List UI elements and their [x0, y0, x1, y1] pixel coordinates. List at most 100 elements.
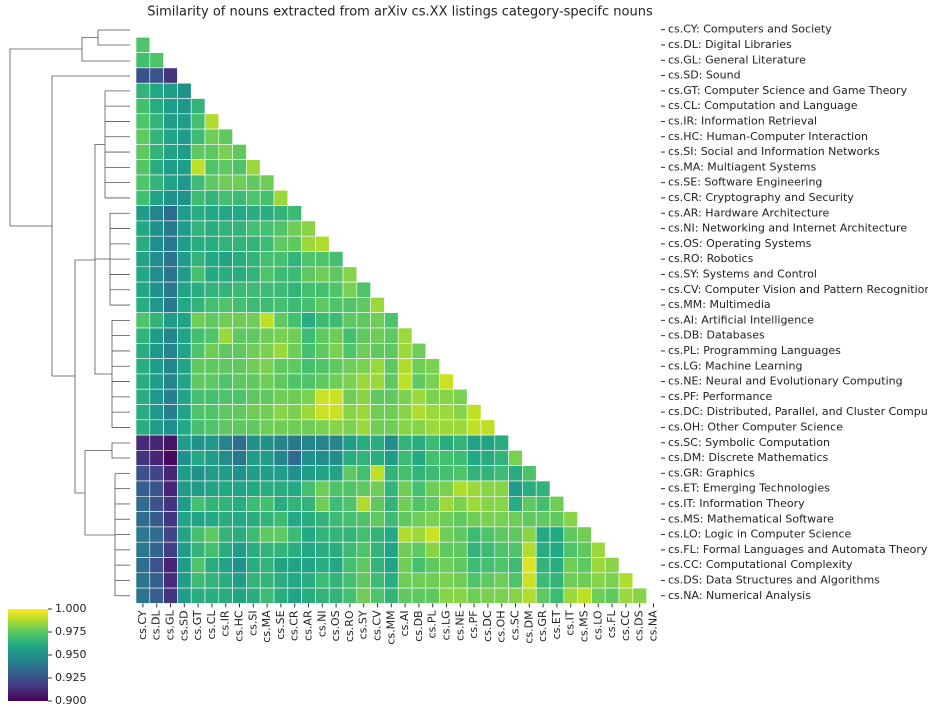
heatmap-cell [287, 541, 302, 558]
heatmap-cell [453, 450, 468, 466]
col-label: cs.OS [329, 610, 342, 641]
heatmap-cell [190, 526, 206, 543]
col-label: cs.SE [274, 610, 287, 639]
heatmap-cell [287, 266, 302, 283]
heatmap-cell [342, 587, 358, 604]
heatmap-cell [315, 388, 330, 405]
heatmap-cell [135, 36, 151, 53]
heatmap-cell [149, 113, 164, 130]
heatmap-cell [149, 557, 164, 574]
heatmap-cell [535, 511, 551, 528]
heatmap-cell [273, 251, 289, 268]
heatmap-cell [508, 495, 523, 512]
heatmap-cell [273, 587, 289, 604]
heatmap-cell [328, 297, 344, 313]
heatmap-cell [411, 358, 427, 375]
heatmap-cell [149, 495, 164, 512]
heatmap-cell [177, 450, 192, 466]
heatmap-cell [522, 587, 537, 604]
heatmap-cell [204, 113, 220, 130]
heatmap-cell [177, 342, 192, 359]
heatmap-cell [163, 67, 178, 84]
heatmap-cell [246, 159, 261, 176]
heatmap-cell [494, 450, 509, 466]
heatmap-cell [135, 572, 151, 589]
heatmap-cell [259, 480, 275, 497]
heatmap-cell [259, 388, 275, 405]
heatmap-cell [480, 450, 496, 466]
heatmap-cell [577, 541, 592, 558]
heatmap-cell [328, 511, 344, 528]
heatmap-cell [177, 297, 192, 313]
heatmap-cell [384, 342, 399, 359]
heatmap-cell [328, 281, 344, 298]
heatmap-cell [149, 465, 164, 482]
heatmap-cell [163, 480, 178, 497]
heatmap-cell [163, 82, 178, 99]
heatmap-cell [397, 450, 413, 466]
heatmap-cell [315, 235, 330, 252]
heatmap-cell [591, 587, 606, 604]
heatmap-cell [204, 144, 220, 160]
heatmap-cell [384, 419, 399, 436]
heatmap-cell [204, 450, 220, 466]
heatmap-cell [273, 281, 289, 298]
heatmap-cell [342, 312, 358, 329]
heatmap-cell [301, 495, 316, 512]
heatmap-cell [218, 266, 233, 283]
heatmap-cell [232, 541, 247, 558]
heatmap-cell [273, 388, 289, 405]
heatmap-cell [315, 342, 330, 359]
heatmap-cell [246, 495, 261, 512]
heatmap-cell [190, 297, 206, 313]
heatmap-cell [301, 419, 316, 436]
heatmap-cell [204, 128, 220, 145]
heatmap-cell [218, 128, 233, 145]
heatmap-cell [246, 572, 261, 589]
heatmap-cell [204, 266, 220, 283]
heatmap-cell [273, 205, 289, 222]
heatmap-cell [328, 266, 344, 283]
row-label: cs.ET: Emerging Technologies [668, 482, 830, 495]
heatmap-cell [135, 113, 151, 130]
heatmap-cell [342, 297, 358, 313]
heatmap-cell [246, 281, 261, 298]
heatmap-cell [328, 495, 344, 512]
heatmap-cell [466, 480, 482, 497]
heatmap-cell [204, 572, 220, 589]
heatmap-cell [259, 312, 275, 329]
heatmap-cell [563, 541, 578, 558]
heatmap-cell [259, 572, 275, 589]
heatmap-cell [315, 572, 330, 589]
heatmap-cell [273, 312, 289, 329]
heatmap-cell [453, 587, 468, 604]
heatmap-cell [273, 266, 289, 283]
heatmap-cell [259, 526, 275, 543]
heatmap-cell [163, 159, 178, 176]
heatmap-cell [149, 358, 164, 375]
heatmap-cell [190, 358, 206, 375]
row-label: cs.GL: General Literature [668, 53, 806, 66]
heatmap-cell [522, 465, 537, 482]
heatmap-cell [397, 342, 413, 359]
heatmap-cell [204, 174, 220, 191]
heatmap-cell [508, 450, 523, 466]
heatmap-cell [494, 587, 509, 604]
heatmap-cell [163, 419, 178, 436]
heatmap-cell [591, 541, 606, 558]
col-label: cs.GR [536, 610, 549, 642]
row-label: cs.IR: Information Retrieval [668, 114, 817, 127]
heatmap-cell [301, 511, 316, 528]
heatmap-cell [177, 480, 192, 497]
heatmap-cell [149, 312, 164, 329]
heatmap-cell [273, 419, 289, 436]
heatmap-cell [425, 404, 440, 421]
heatmap-cell [466, 511, 482, 528]
heatmap-cell [384, 557, 399, 574]
heatmap-cell [190, 572, 206, 589]
heatmap-cell [204, 465, 220, 482]
heatmap-cell [535, 572, 551, 589]
heatmap-cell [480, 434, 496, 451]
heatmap-cell [549, 587, 565, 604]
heatmap-cell [232, 587, 247, 604]
